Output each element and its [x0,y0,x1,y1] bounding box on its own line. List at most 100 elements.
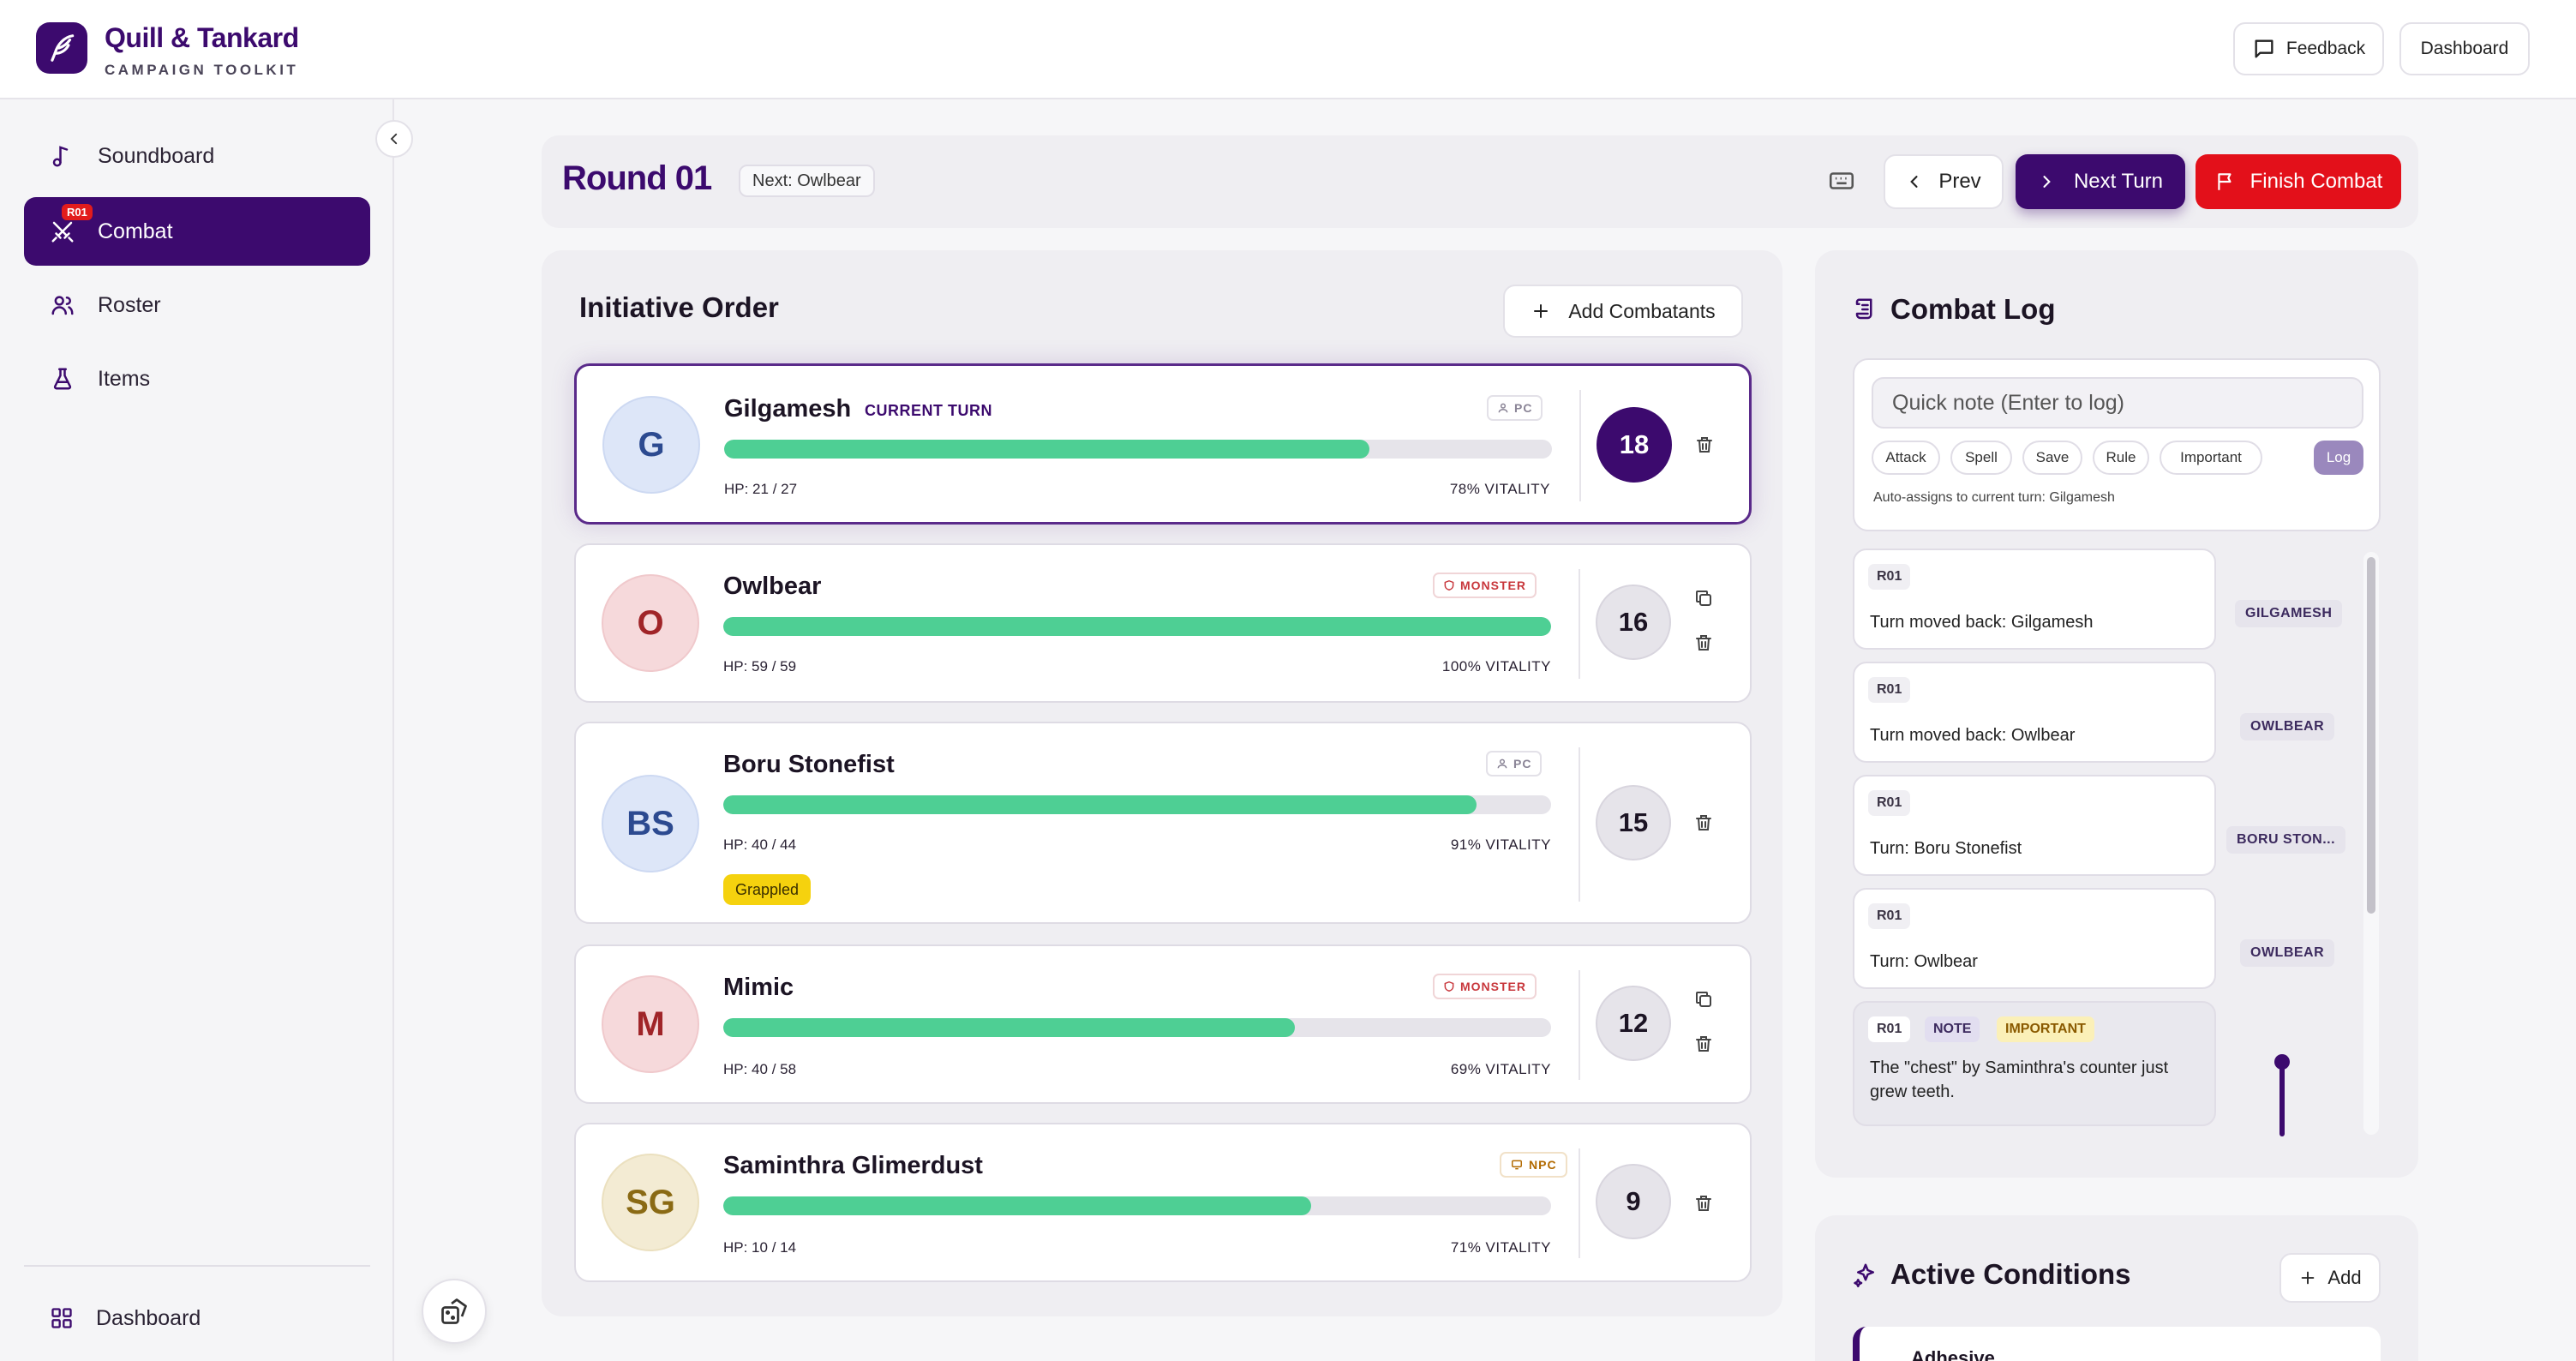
add-combatants-button[interactable]: Add Combatants [1503,285,1743,338]
card-divider [1579,970,1580,1080]
person-icon [1498,403,1508,413]
log-chip-rule[interactable]: Rule [2093,441,2149,475]
crossed-swords-icon [51,221,74,243]
log-chip-attack[interactable]: Attack [1872,441,1940,475]
grid-icon [51,1308,72,1328]
combatant-card-boru-stonefist[interactable]: BS Boru Stonefist PC HP: 40 / 44 91% VIT… [574,722,1752,924]
combatant-card-owlbear[interactable]: O Owlbear MONSTER HP: 59 / 59 100% VITAL… [574,543,1752,703]
combatant-card-saminthra-glimerdust[interactable]: SG Saminthra Glimerdust NPC HP: 10 / 14 … [574,1123,1752,1282]
chevron-left-icon [390,133,398,145]
hp-bar [724,440,1552,459]
quick-note-input[interactable]: Quick note (Enter to log) [1872,377,2363,429]
log-entry[interactable]: R01 Turn moved back: Owlbear [1853,662,2216,763]
sidebar-item-dashboard[interactable]: Dashboard [24,1284,370,1352]
users-icon [51,296,74,315]
shield-icon [1444,980,1454,992]
trash-icon[interactable] [1693,1034,1714,1054]
sidebar-item-label: Items [98,366,151,391]
type-tag-npc: NPC [1500,1152,1567,1178]
plus-icon [2302,1271,2315,1285]
next-turn-button[interactable]: Next Turn [2016,154,2185,209]
hp-fill [723,617,1551,636]
copy-icon[interactable] [1693,588,1714,609]
sidebar-item-roster[interactable]: Roster [24,271,370,339]
message-square-icon [2255,39,2273,58]
combatant-card-gilgamesh[interactable]: G Gilgamesh CURRENT TURN PC HP: 21 / 27 … [574,363,1752,525]
keyboard-icon[interactable] [1827,166,1856,195]
quill-logo-icon[interactable] [36,22,87,74]
trash-icon[interactable] [1694,435,1715,455]
add-condition-button[interactable]: Add [2279,1253,2381,1303]
initiative-value[interactable]: 16 [1596,585,1671,660]
card-divider [1579,569,1580,679]
trash-icon[interactable] [1693,1193,1714,1214]
log-chip-important[interactable]: Important [2160,441,2262,475]
dashboard-button[interactable]: Dashboard [2399,22,2530,75]
hp-text: HP: 21 / 27 [724,481,798,497]
feedback-button[interactable]: Feedback [2233,22,2384,75]
initiative-value[interactable]: 9 [1596,1164,1671,1239]
round-title: Round 01 [562,159,712,197]
finish-combat-button[interactable]: Finish Combat [2196,154,2401,209]
sidebar-divider [24,1265,370,1267]
collapse-sidebar-button[interactable] [375,120,413,158]
initiative-value[interactable]: 12 [1596,986,1671,1061]
copy-icon[interactable] [1693,989,1714,1010]
log-chip-spell[interactable]: Spell [1950,441,2012,475]
avatar: G [602,396,700,494]
chevron-left-icon [1910,176,1918,188]
brand-name: Quill & Tankard [105,22,299,53]
vitality-text: 78% VITALITY [1449,481,1550,497]
trash-icon[interactable] [1693,812,1714,833]
finish-combat-label: Finish Combat [2250,170,2383,193]
person-icon [1497,758,1507,769]
log-chip-save[interactable]: Save [2022,441,2082,475]
combat-log-title: Combat Log [1890,293,2056,325]
hp-fill [723,1196,1311,1215]
log-entry-text: Turn: Owlbear [1870,952,1978,971]
sidebar-item-label: Soundboard [98,143,215,168]
condition-badge[interactable]: Grappled [723,874,812,905]
initiative-value[interactable]: 15 [1596,785,1671,860]
log-hint: Auto-assigns to current turn: Gilgamesh [1873,490,2115,505]
sidebar-item-soundboard[interactable]: Soundboard [24,122,370,190]
initiative-panel: Initiative Order Add Combatants G Gilgam… [542,250,1782,1316]
active-conditions-panel: Active Conditions Add Adhesive [1815,1215,2418,1361]
round-chip: R01 [1868,677,1911,703]
hp-bar [723,617,1551,636]
condition-card[interactable]: Adhesive [1853,1327,2381,1361]
vitality-text: 69% VITALITY [1450,1061,1551,1077]
chevron-right-icon [2043,176,2051,188]
log-scrollbar[interactable] [2363,552,2379,1135]
sidebar-item-combat[interactable]: R01 Combat [24,197,370,266]
log-entry[interactable]: R01 Turn: Owlbear [1853,888,2216,989]
actor-tag: OWLBEAR [2240,713,2335,740]
log-entry-text: The "chest" by Saminthra's counter just … [1870,1058,2169,1101]
log-entry-text: Turn moved back: Gilgamesh [1870,613,2094,632]
log-entry[interactable]: R01 Turn moved back: Gilgamesh [1853,549,2216,650]
combatant-name: Boru Stonefist [723,751,895,778]
combatant-name: Owlbear [723,573,822,600]
log-entry[interactable]: R01 Turn: Boru Stonefist [1853,775,2216,876]
log-scrollbar-thumb[interactable] [2367,557,2375,914]
combatant-card-mimic[interactable]: M Mimic MONSTER HP: 40 / 58 69% VITALITY… [574,944,1752,1104]
log-submit-button[interactable]: Log [2314,441,2363,475]
combatant-name: Gilgamesh [724,395,852,423]
flask-icon [53,368,72,390]
scroll-log-icon [1853,297,1878,322]
log-entry-note[interactable]: R01 NOTE IMPORTANT The "chest" by Samint… [1853,1001,2216,1126]
trash-icon[interactable] [1693,633,1714,653]
monitor-icon [1512,1160,1522,1170]
dice-fab-button[interactable] [422,1279,487,1344]
dice-icon [441,1298,467,1324]
timeline-marker [2279,1059,2285,1136]
prev-turn-button[interactable]: Prev [1884,154,2004,209]
important-chip: IMPORTANT [1997,1016,2094,1042]
avatar: O [602,574,699,672]
initiative-title: Initiative Order [579,291,779,323]
flag-icon [2217,173,2232,190]
sidebar-item-items[interactable]: Items [24,345,370,413]
round-chip: R01 [1868,790,1911,816]
initiative-value[interactable]: 18 [1597,407,1672,483]
card-divider [1579,1148,1580,1258]
